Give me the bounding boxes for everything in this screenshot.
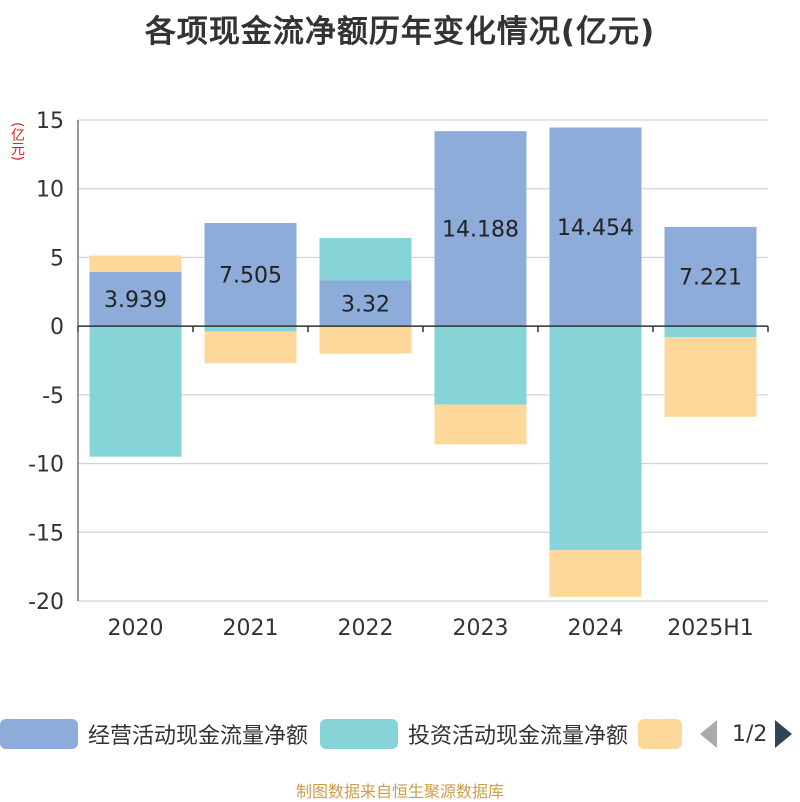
bar-series-3 bbox=[319, 326, 412, 354]
legend-page-number: 1/2 bbox=[732, 721, 768, 747]
data-label: 7.221 bbox=[679, 266, 742, 291]
source-note: 制图数据来自恒生聚源数据库 bbox=[295, 782, 504, 801]
legend-item-operating[interactable]: 经营活动现金流量净额 bbox=[0, 716, 308, 752]
legend-swatch-financing bbox=[638, 719, 682, 749]
bar-series-2 bbox=[549, 326, 642, 551]
data-label: 7.505 bbox=[219, 264, 282, 289]
bar-series-3 bbox=[434, 404, 527, 445]
x-tick-label: 2025H1 bbox=[667, 616, 754, 641]
x-tick-label: 2023 bbox=[453, 616, 509, 641]
data-label: 3.32 bbox=[341, 292, 390, 317]
bar-series-2 bbox=[319, 237, 412, 281]
bar-series-1 bbox=[89, 272, 182, 327]
legend-pager: 1/2 bbox=[700, 716, 793, 752]
y-tick-label: 0 bbox=[50, 315, 64, 340]
bar-series-2 bbox=[204, 326, 297, 332]
legend-swatch-investing bbox=[320, 719, 398, 749]
x-tick-label: 2020 bbox=[108, 616, 164, 641]
y-tick-label: -5 bbox=[42, 384, 64, 409]
y-tick-label: -10 bbox=[28, 453, 64, 478]
bar-series-1 bbox=[204, 223, 297, 327]
data-label: 3.939 bbox=[104, 288, 167, 313]
legend-swatch-operating bbox=[0, 719, 78, 749]
y-tick-label: 15 bbox=[36, 109, 64, 134]
legend-next-icon[interactable] bbox=[775, 720, 793, 748]
bar-series-2 bbox=[434, 326, 527, 405]
chart-title: 各项现金流净额历年变化情况(亿元) bbox=[144, 14, 656, 50]
legend-prev-icon[interactable] bbox=[700, 720, 717, 748]
bar-series-1 bbox=[549, 127, 642, 327]
legend: 经营活动现金流量净额 投资活动现金流量净额 1/2 bbox=[0, 716, 800, 756]
y-tick-label: -15 bbox=[28, 521, 64, 546]
bar-series-3 bbox=[204, 331, 297, 364]
bar-series-3 bbox=[549, 550, 642, 597]
bar-series-1 bbox=[664, 226, 757, 327]
x-tick-label: 2021 bbox=[223, 616, 279, 641]
y-axis-unit: (亿元) bbox=[9, 122, 25, 161]
x-tick-label: 2022 bbox=[338, 616, 394, 641]
legend-label-investing: 投资活动现金流量净额 bbox=[408, 724, 629, 749]
y-tick-label: 10 bbox=[36, 178, 64, 203]
y-tick-label: 5 bbox=[50, 246, 64, 271]
data-label: 14.454 bbox=[557, 216, 634, 241]
y-tick-label: -20 bbox=[28, 590, 64, 615]
bar-series-2 bbox=[664, 326, 757, 338]
data-label: 14.188 bbox=[442, 218, 519, 243]
legend-label-operating: 经营活动现金流量净额 bbox=[88, 724, 309, 749]
x-tick-label: 2024 bbox=[568, 616, 624, 641]
cash-flow-chart: 15 10 5 0 -5 -10 -15 -20 3.939 7.505 3.32 14.188 14.… bbox=[28, 109, 769, 641]
bar-series-1 bbox=[319, 280, 412, 327]
bar-series-1 bbox=[434, 131, 527, 327]
bar-series-3 bbox=[89, 255, 182, 273]
bar-series-3 bbox=[664, 337, 757, 417]
legend-item-financing[interactable] bbox=[638, 716, 682, 752]
legend-item-investing[interactable]: 投资活动现金流量净额 bbox=[320, 716, 628, 752]
bar-series-2 bbox=[89, 326, 182, 457]
